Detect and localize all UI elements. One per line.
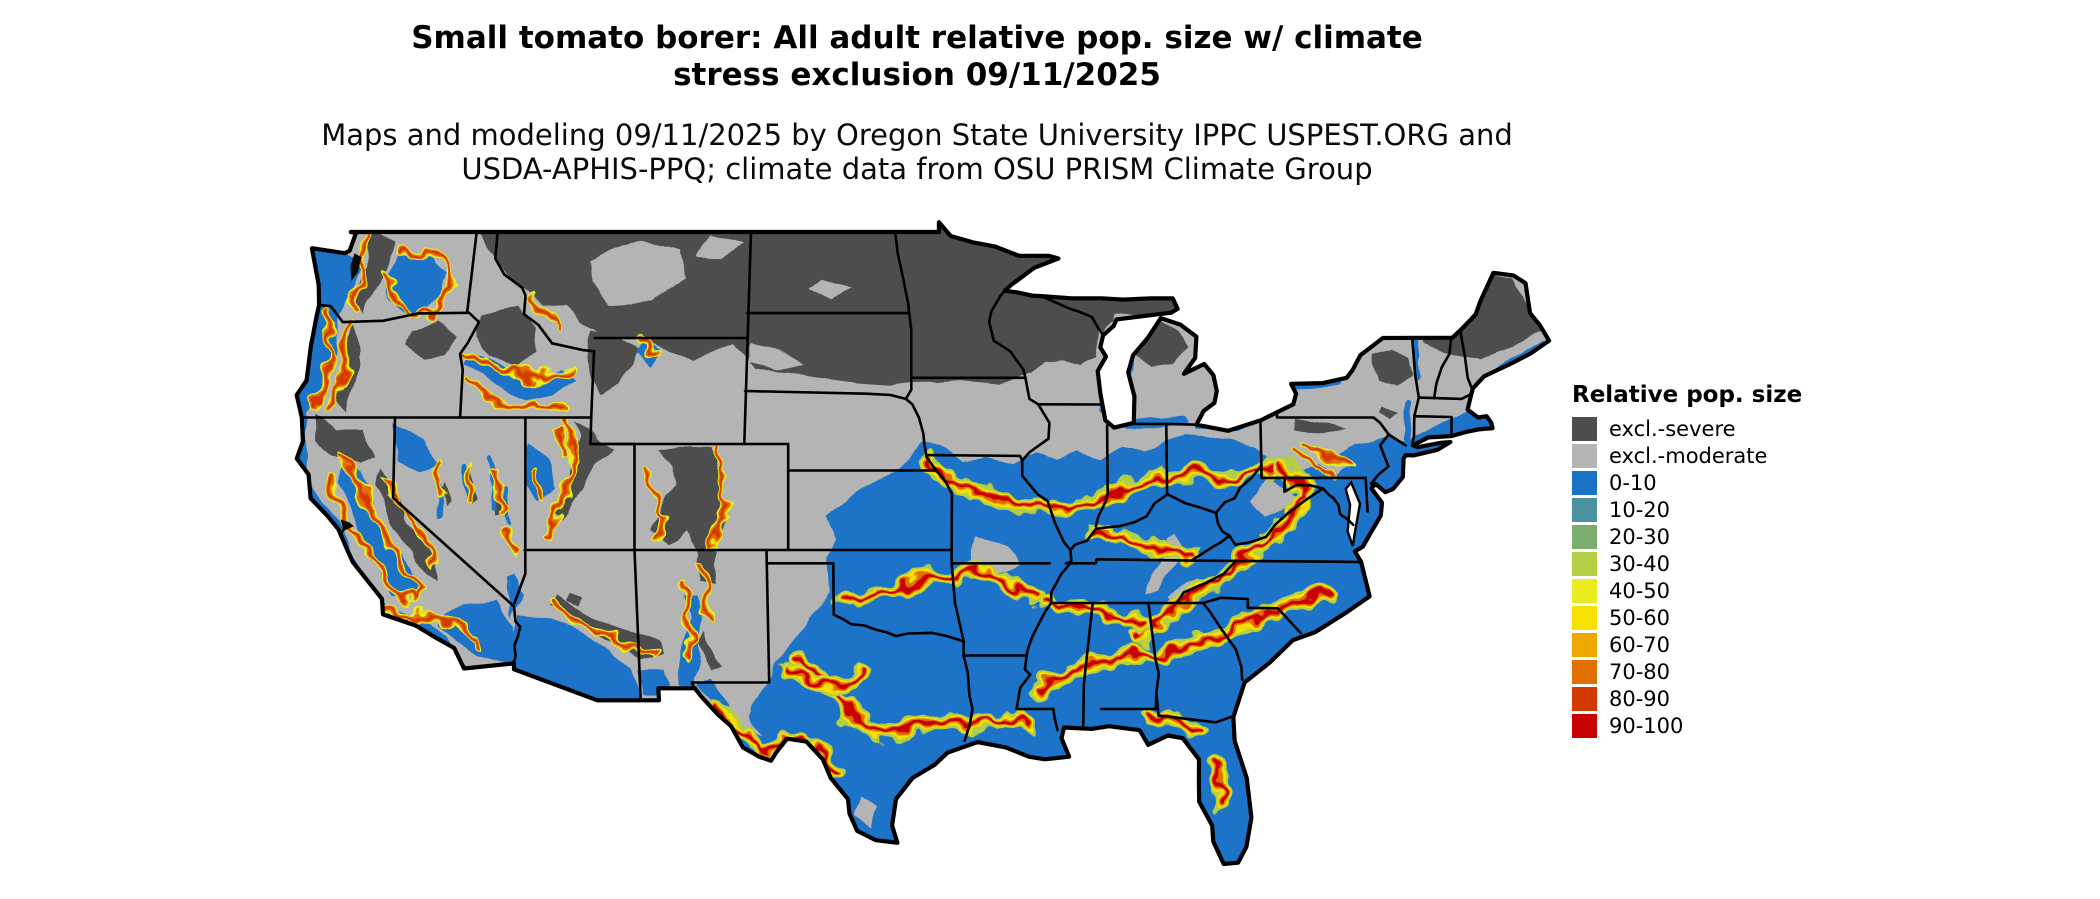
- us-population-risk-map: [230, 158, 1590, 895]
- legend-item: 70-80: [1572, 660, 1802, 684]
- legend-item: 10-20: [1572, 498, 1802, 522]
- us-outline: [294, 220, 1552, 867]
- legend-label: 50-60: [1609, 606, 1671, 630]
- legend-label: excl.-moderate: [1609, 444, 1768, 468]
- excl-moderate-patches: [588, 234, 853, 373]
- legend-items: excl.-severe excl.-moderate 0-10 10-20 20-30…: [1572, 417, 1802, 738]
- legend-item: excl.-moderate: [1572, 444, 1802, 468]
- legend-swatch: [1572, 579, 1597, 603]
- legend-swatch: [1572, 687, 1597, 711]
- legend-item: 80-90: [1572, 687, 1802, 711]
- us-map-svg: [294, 220, 1552, 867]
- page-subtitle-line1: Maps and modeling 09/11/2025 by Oregon S…: [321, 118, 1513, 152]
- page-title-line1: Small tomato borer: All adult relative p…: [411, 20, 1423, 56]
- puget-sound: [350, 253, 362, 281]
- legend-item: 0-10: [1572, 471, 1802, 495]
- legend-label: 60-70: [1609, 633, 1671, 657]
- legend: Relative pop. size excl.-severe excl.-mod…: [1572, 382, 1802, 741]
- legend-swatch: [1572, 552, 1597, 576]
- legend-item: 20-30: [1572, 525, 1802, 549]
- chesapeake-bay: [1344, 480, 1362, 547]
- page-title: Small tomato borer: All adult relative p…: [0, 20, 1834, 94]
- san-francisco-bay: [339, 519, 354, 537]
- legend-label: 0-10: [1609, 471, 1657, 495]
- legend-item: 30-40: [1572, 552, 1802, 576]
- legend-swatch: [1572, 714, 1597, 738]
- legend-label: excl.-severe: [1609, 417, 1736, 441]
- legend-item: 50-60: [1572, 606, 1802, 630]
- legend-label: 80-90: [1609, 687, 1671, 711]
- page-subtitle: Maps and modeling 09/11/2025 by Oregon S…: [0, 118, 1834, 186]
- legend-title: Relative pop. size: [1572, 382, 1803, 408]
- legend-item: 60-70: [1572, 633, 1802, 657]
- legend-label: 20-30: [1609, 525, 1671, 549]
- high-population-bands: [312, 233, 1350, 813]
- legend-swatch: [1572, 498, 1597, 522]
- legend-label: 10-20: [1609, 498, 1671, 522]
- legend-label: 30-40: [1609, 552, 1671, 576]
- page-subtitle-line2: USDA-APHIS-PPQ; climate data from OSU PR…: [461, 152, 1373, 186]
- legend-swatch: [1572, 444, 1597, 468]
- page-title-line2: stress exclusion 09/11/2025: [673, 57, 1161, 93]
- legend-item: excl.-severe: [1572, 417, 1802, 441]
- legend-swatch: [1572, 606, 1597, 630]
- legend-swatch: [1572, 633, 1597, 657]
- map-raster-layers: [296, 222, 1550, 864]
- legend-label: 90-100: [1609, 714, 1684, 738]
- legend-item: 90-100: [1572, 714, 1802, 738]
- legend-swatch: [1572, 471, 1597, 495]
- legend-swatch: [1572, 417, 1597, 441]
- legend-swatch: [1572, 660, 1597, 684]
- legend-label: 70-80: [1609, 660, 1671, 684]
- legend-swatch: [1572, 525, 1597, 549]
- legend-item: 40-50: [1572, 579, 1802, 603]
- legend-label: 40-50: [1609, 579, 1671, 603]
